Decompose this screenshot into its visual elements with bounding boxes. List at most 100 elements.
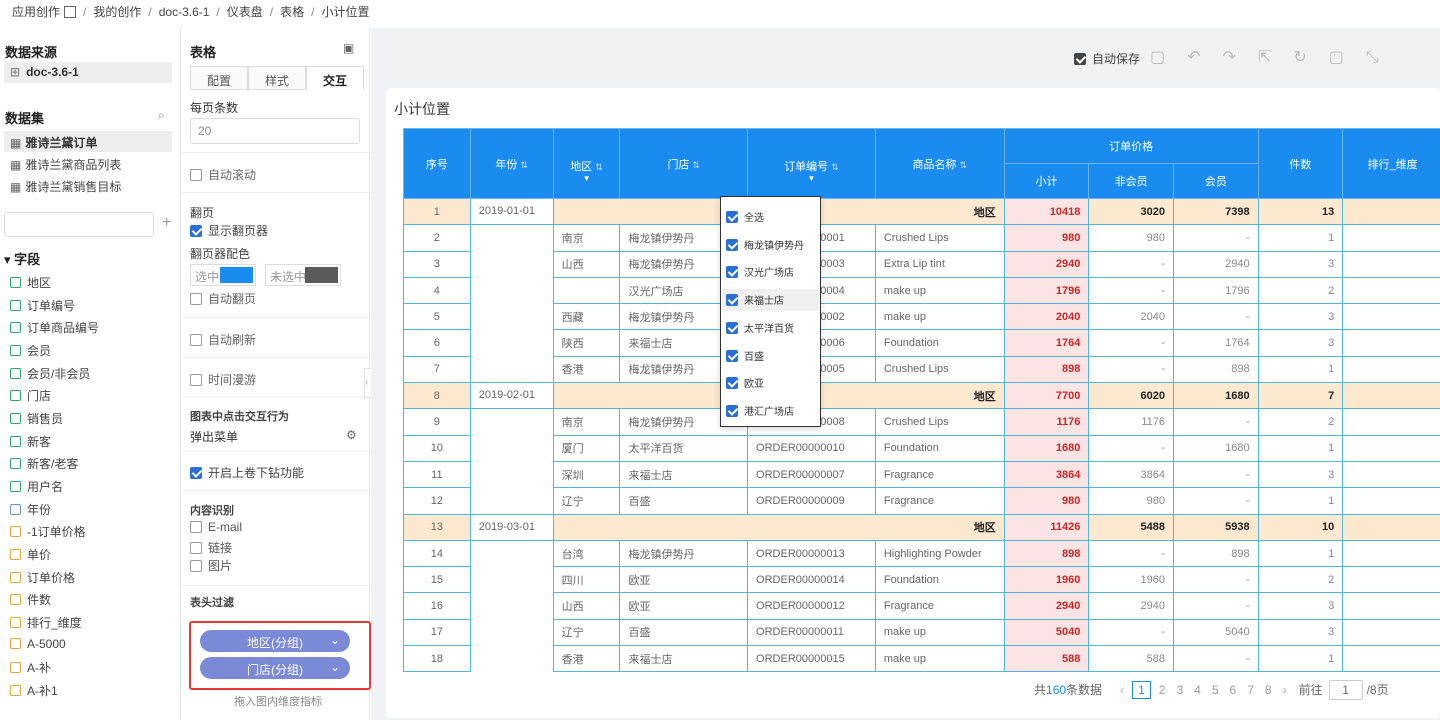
field-item[interactable]: 销售员 <box>10 410 63 427</box>
cell: 3 <box>1257 250 1344 278</box>
field-item[interactable]: 订单商品编号 <box>10 319 99 336</box>
option[interactable]: 自动翻页 <box>190 290 256 307</box>
field-icon <box>10 435 21 447</box>
field-item[interactable]: 年份 <box>10 501 51 518</box>
field-item[interactable]: 订单编号 <box>10 297 75 314</box>
header-cell[interactable]: 商品名称 ⇅ <box>874 128 1005 199</box>
add-icon[interactable]: + <box>162 214 172 231</box>
dataset-item[interactable]: ▦ 雅诗兰黛销售目标 <box>4 175 172 196</box>
dropdown-item[interactable]: 来福士店 <box>722 289 819 312</box>
cell: 16 <box>403 592 471 620</box>
cell <box>1342 566 1440 594</box>
cell: 3 <box>403 250 471 278</box>
header-cell[interactable]: 序号 <box>403 128 471 199</box>
page-number[interactable]: 5 <box>1211 683 1219 697</box>
goto-input[interactable]: 1 <box>1328 680 1363 700</box>
dropdown-item[interactable]: 汉光广场店 <box>722 261 819 283</box>
dataset-item[interactable]: ▦ 雅诗兰黛订单 <box>4 131 172 152</box>
cell: 8 <box>403 382 471 410</box>
dropdown-item[interactable]: 全选 <box>722 206 819 228</box>
option[interactable]: 链接 <box>190 539 232 556</box>
cell <box>1342 434 1440 462</box>
option[interactable]: 时间漫游 <box>190 371 256 388</box>
page-number[interactable]: 2 <box>1158 683 1166 697</box>
crumb[interactable]: doc-3.6-1 <box>158 5 210 19</box>
field-item[interactable]: A-5000 <box>10 637 66 651</box>
page-number[interactable]: 6 <box>1229 683 1237 697</box>
crumb[interactable]: 仪表盘 <box>226 5 263 19</box>
search-box[interactable] <box>4 212 154 237</box>
field-icon <box>10 277 21 288</box>
header-cell[interactable]: 门店 ⇅ <box>619 128 749 199</box>
field-item[interactable]: 新客/老客 <box>10 455 78 472</box>
label: 翻页 <box>190 206 215 220</box>
data-row: 15 四川 欧亚 ORDER00000014 Foundation 1960 1960-2 <box>403 566 1440 594</box>
option[interactable]: 自动刷新 <box>190 331 256 348</box>
option[interactable]: 显示翻页器 <box>190 222 268 239</box>
cell: 10418 <box>1003 197 1090 226</box>
dropdown-item[interactable]: 欧亚 <box>722 372 819 394</box>
source-item[interactable]: ⊞ doc-3.6-1 <box>4 62 172 83</box>
dropdown-item[interactable]: 港汇广场店 <box>722 400 819 422</box>
prev[interactable]: ‹ <box>1120 683 1125 697</box>
header-cell[interactable]: 订单编号 ⇅ ▼ <box>747 128 876 199</box>
header-cell[interactable]: 年份 ⇅ <box>469 128 554 199</box>
checkbox <box>726 377 738 390</box>
field-item[interactable]: 排行_维度 <box>10 614 82 631</box>
field-item[interactable]: 门店 <box>10 387 51 404</box>
field-item[interactable]: 单价 <box>10 546 51 563</box>
field-item[interactable]: 会员 <box>10 342 51 359</box>
page-number[interactable]: 7 <box>1247 683 1254 697</box>
page-number[interactable]: 1 <box>1132 681 1151 699</box>
cell: - <box>1173 487 1259 515</box>
separator: / <box>311 5 315 19</box>
field-item[interactable]: 新客 <box>10 433 51 450</box>
tab[interactable]: 配置 <box>190 66 248 90</box>
crumb[interactable]: 应用创作 <box>12 5 61 19</box>
filter-pill[interactable]: 地区(分组) ⌄ <box>200 630 350 652</box>
gear-icon[interactable]: ⚙ <box>346 428 357 442</box>
field-item[interactable]: 用户名 <box>10 478 63 495</box>
filter-pill[interactable]: 门店(分组) ⌄ <box>200 657 350 679</box>
crumb[interactable]: 我的创作 <box>93 5 142 19</box>
field-item[interactable]: A-补1 <box>10 682 58 699</box>
color-picker[interactable]: 选中 <box>190 264 256 286</box>
option[interactable]: 图片 <box>190 557 232 574</box>
field-item[interactable]: A-补 <box>10 659 51 676</box>
dropdown-item[interactable]: 百盛 <box>722 345 819 367</box>
tab[interactable]: 样式 <box>248 66 306 90</box>
field-item[interactable]: 订单价格 <box>10 569 75 586</box>
page-number[interactable]: 3 <box>1176 683 1184 697</box>
option[interactable]: E-mail <box>190 520 242 534</box>
dataset-item[interactable]: ▦ 雅诗兰黛商品列表 <box>4 153 172 174</box>
option[interactable]: 开启上卷下钻功能 <box>190 464 304 481</box>
autosave[interactable]: 自动保存 <box>1074 50 1140 67</box>
header-cell: 会员 <box>1173 163 1259 199</box>
page-number[interactable]: 4 <box>1194 683 1201 697</box>
crumb[interactable]: 小计位置 <box>321 5 370 19</box>
color-picker[interactable]: 未选中 <box>265 264 341 286</box>
field-item[interactable]: 地区 <box>10 274 51 291</box>
cell: 980 <box>1003 224 1090 252</box>
icon[interactable]: ▣ <box>343 41 355 55</box>
dropdown-item[interactable]: 梅龙镇伊势丹 <box>722 234 819 256</box>
data-row: 17 辽宁 百盛 ORDER00000011 make up 5040-5040 3 <box>403 618 1440 647</box>
field-icon <box>10 299 21 311</box>
crumb[interactable]: 表格 <box>280 5 305 19</box>
toolbar-icons[interactable]: ▢↶↷⇱↻▢⤡ <box>1150 49 1401 66</box>
cell: 辽宁 <box>552 487 621 515</box>
header-cell[interactable]: 地区 ⇅ ▼ <box>552 128 621 199</box>
tab[interactable]: 交互 <box>306 66 364 90</box>
field-name: A-补1 <box>27 684 58 699</box>
data-row: 2南京梅龙镇伊势丹ORDER00000001Crushed Lips980980… <box>403 224 1440 252</box>
field-item[interactable]: 会员/非会员 <box>10 365 90 382</box>
dropdown-item[interactable]: 太平洋百货 <box>722 317 819 339</box>
option[interactable]: 自动滚动 <box>190 166 256 183</box>
next[interactable]: › <box>1282 683 1287 697</box>
checkbox <box>726 238 738 251</box>
field-item[interactable]: -1订单价格 <box>10 523 86 540</box>
field-item[interactable]: 件数 <box>10 591 51 608</box>
input[interactable]: 20 <box>190 118 360 144</box>
search-icon[interactable]: ⌕ <box>158 108 165 122</box>
page-number[interactable]: 8 <box>1264 683 1272 697</box>
